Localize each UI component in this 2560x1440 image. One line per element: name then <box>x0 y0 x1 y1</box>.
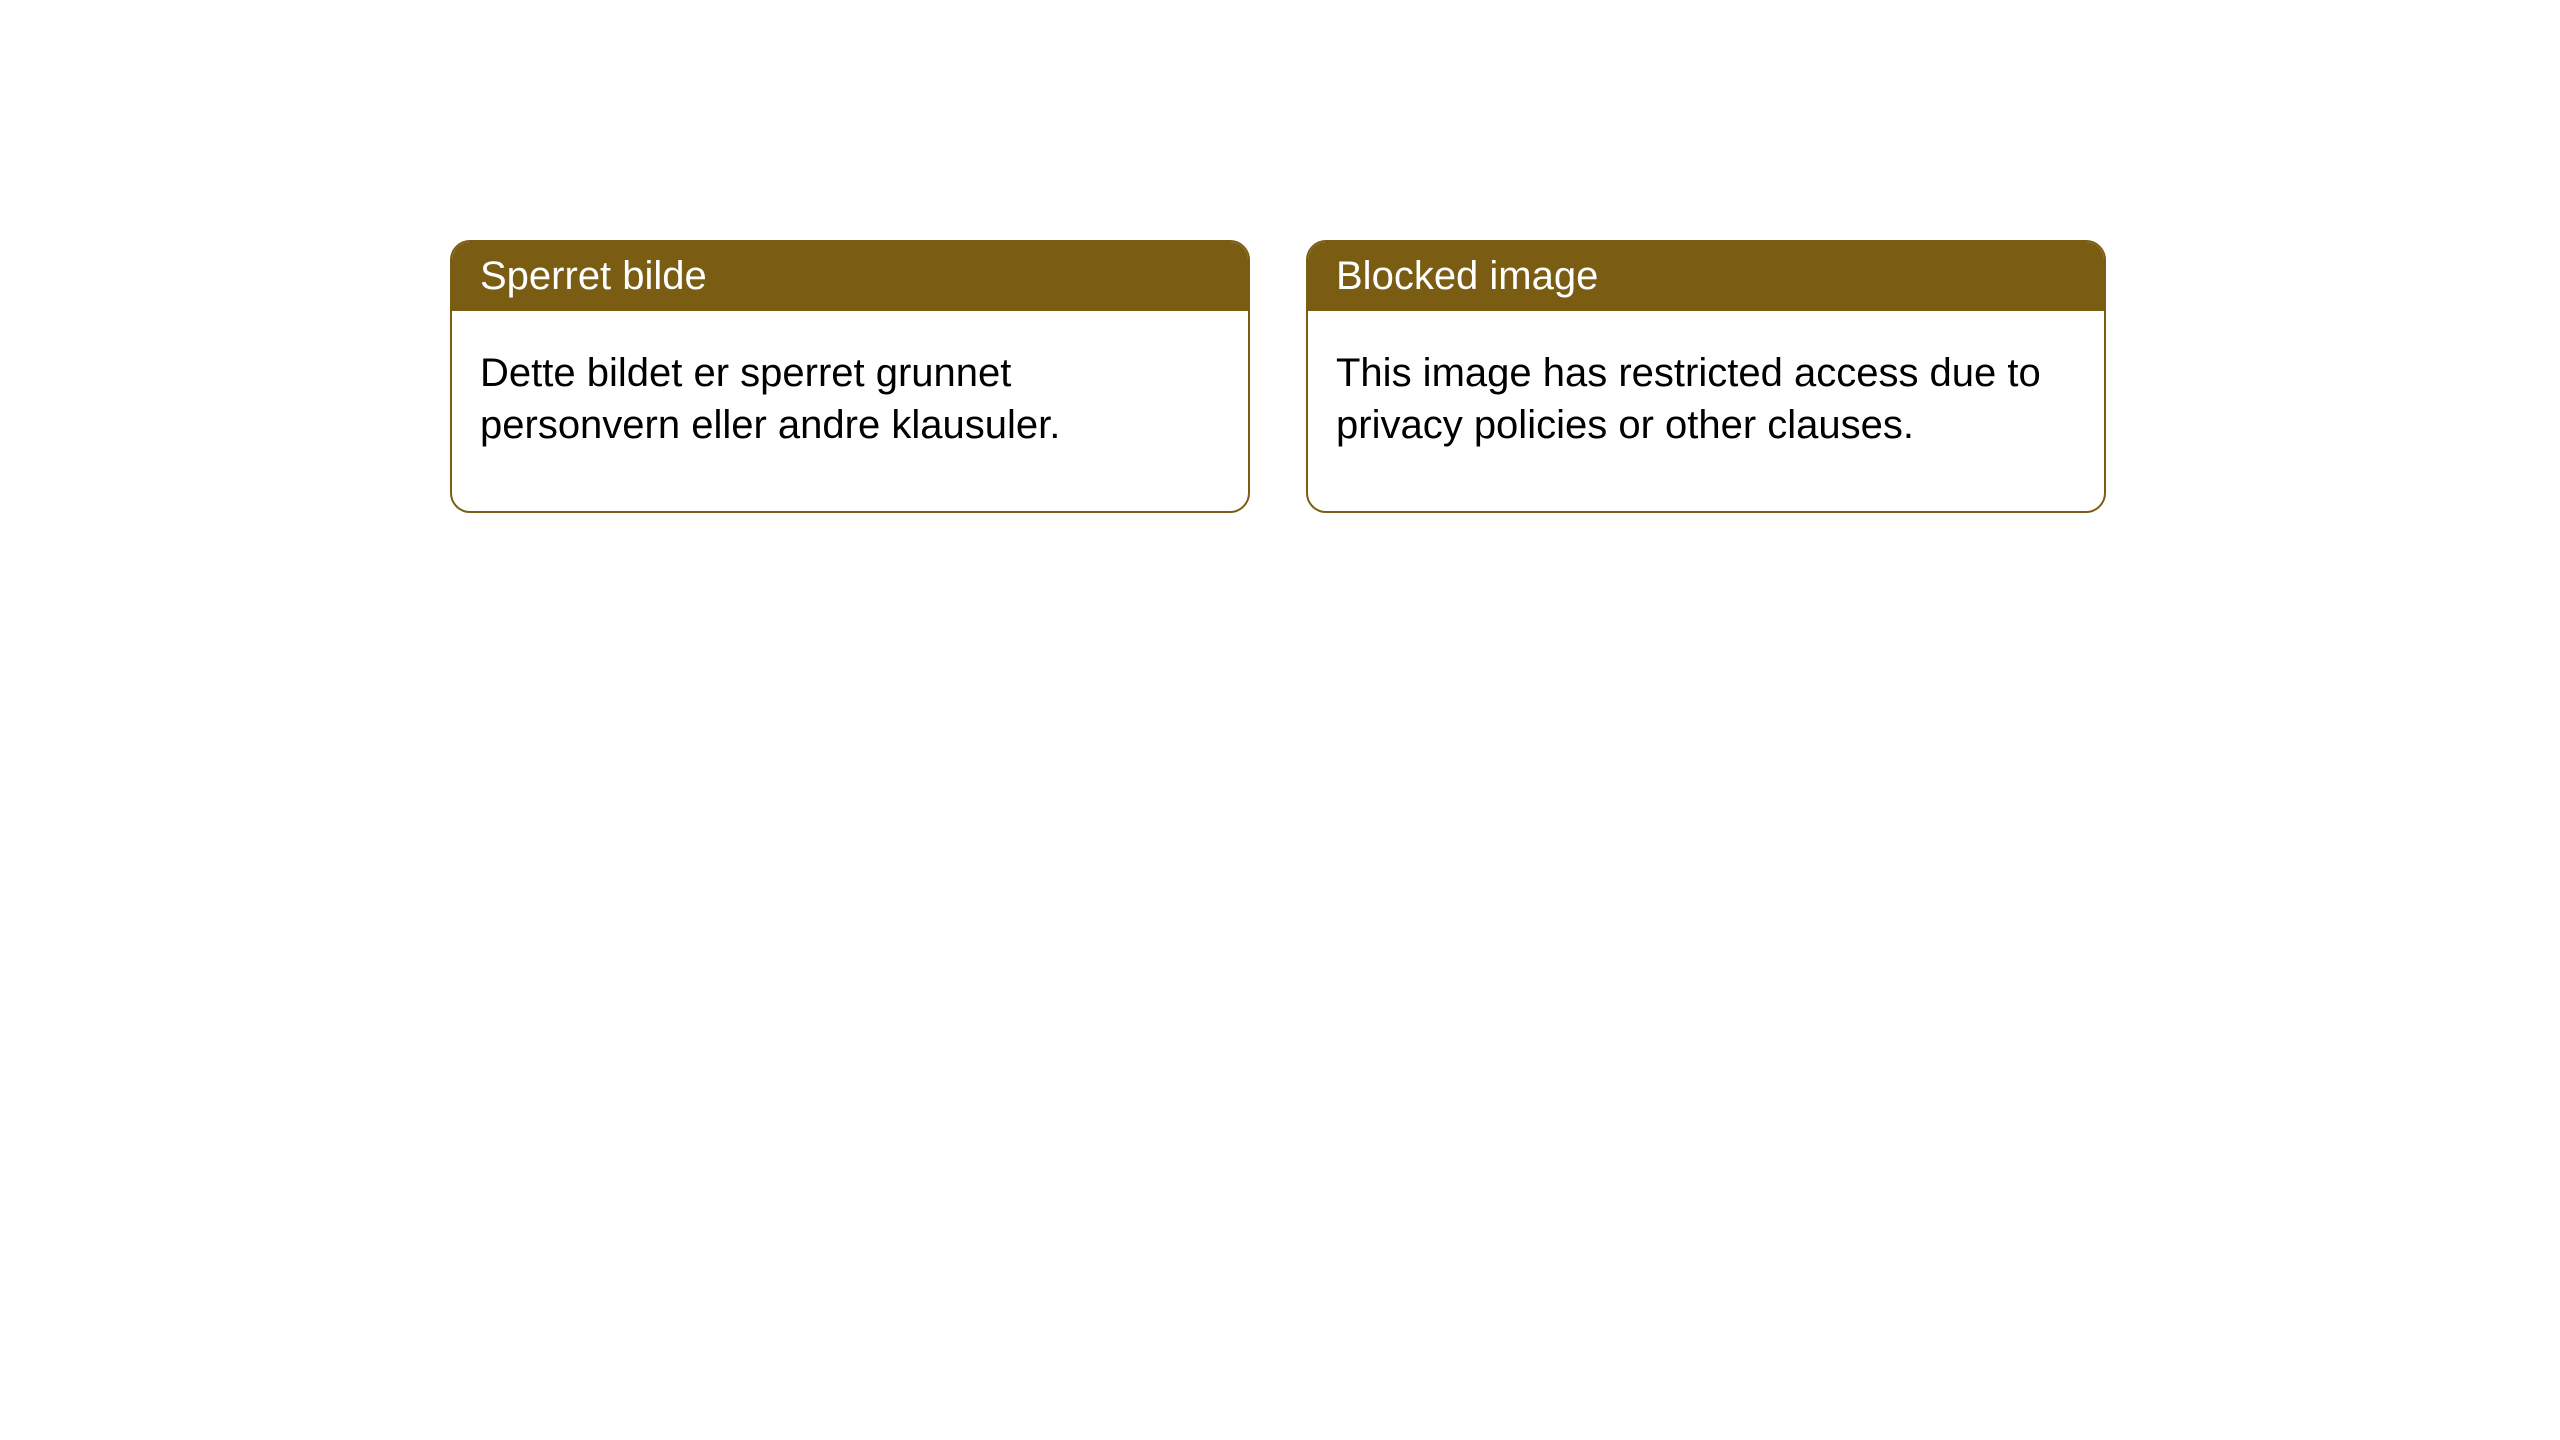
notice-card-no: Sperret bilde Dette bildet er sperret gr… <box>450 240 1250 513</box>
notice-body-text-en: This image has restricted access due to … <box>1336 351 2041 447</box>
notice-body-text-no: Dette bildet er sperret grunnet personve… <box>480 351 1060 447</box>
notice-card-en: Blocked image This image has restricted … <box>1306 240 2106 513</box>
notice-body-en: This image has restricted access due to … <box>1308 311 2104 511</box>
notice-body-no: Dette bildet er sperret grunnet personve… <box>452 311 1248 511</box>
notice-header-en: Blocked image <box>1308 242 2104 311</box>
notice-header-no: Sperret bilde <box>452 242 1248 311</box>
notice-container: Sperret bilde Dette bildet er sperret gr… <box>450 240 2106 513</box>
notice-title-en: Blocked image <box>1336 254 1598 298</box>
notice-title-no: Sperret bilde <box>480 254 707 298</box>
